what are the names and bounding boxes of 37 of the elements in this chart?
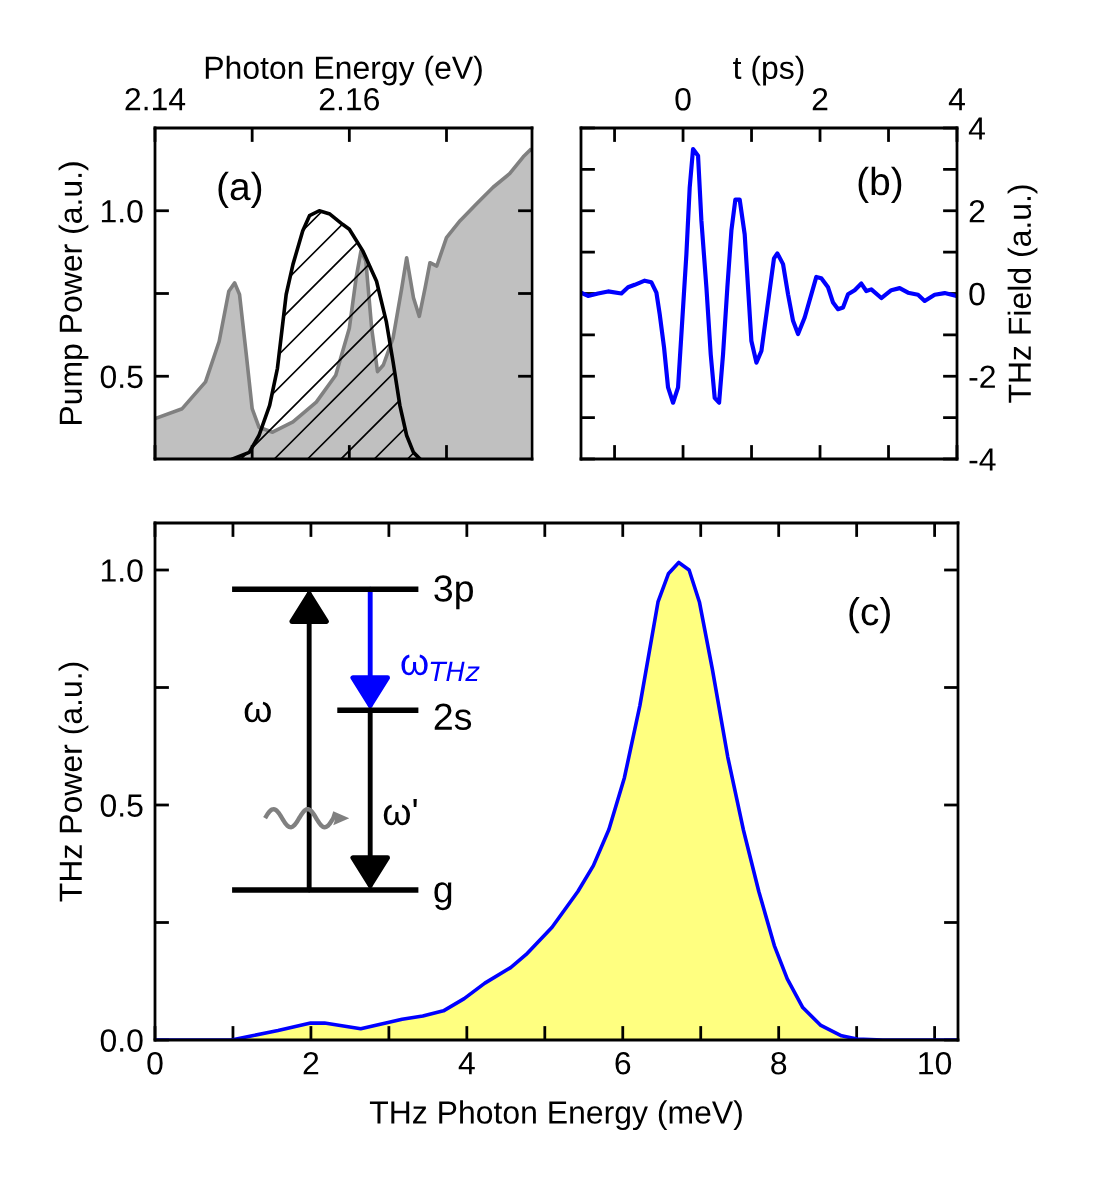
y-tick-label: -2 [969, 365, 995, 388]
annotation: (c) [849, 596, 890, 634]
y-tick-label: 0.0 [100, 1029, 143, 1052]
x-tick-label: 2 [303, 1051, 319, 1075]
y-tick-label: 0.5 [100, 794, 143, 817]
annotation: ω' [383, 799, 417, 826]
x-tick-label: 0 [147, 1051, 163, 1075]
y-tick-label: 0 [969, 282, 985, 306]
x-axis-title: Photon Energy (eV) [205, 55, 482, 86]
x-tick-label: 2.16 [319, 87, 380, 111]
y-tick-label: 2 [969, 200, 985, 223]
y-tick-label: 1.0 [101, 559, 143, 582]
y-axis-title: Pump Power (a.u.) [58, 162, 89, 425]
x-axis-title: t (ps) [733, 55, 804, 86]
x-tick-label: 2.14 [125, 87, 186, 111]
y-tick-label: 4 [968, 117, 985, 140]
y-tick-label: 1.0 [101, 200, 143, 223]
x-axis-title: THz Photon Energy (meV) [369, 1100, 742, 1131]
y-axis-title: THz Power (a.u.) [58, 662, 89, 902]
line-series [581, 147, 957, 405]
annotation: (a) [218, 171, 262, 208]
annotation: 2s [434, 703, 472, 731]
x-tick-label: 8 [771, 1051, 787, 1075]
x-tick-label: 6 [615, 1051, 631, 1075]
x-tick-label: 4 [948, 88, 965, 111]
annotation: ω [244, 701, 271, 723]
x-tick-label: 0 [675, 87, 691, 111]
y-tick-label: -4 [969, 448, 996, 471]
x-tick-label: 2 [812, 87, 828, 111]
annotation: (b) [858, 166, 902, 204]
y-axis-title: THz Field (a.u.) [1007, 185, 1038, 403]
annotation: 3p [434, 575, 473, 610]
y-tick-label: 0.5 [100, 365, 143, 389]
annotation: ω$_{THz}$ [401, 654, 480, 681]
annotation: g [434, 882, 452, 911]
x-tick-label: 4 [458, 1052, 475, 1075]
x-tick-label: 10 [919, 1051, 952, 1075]
